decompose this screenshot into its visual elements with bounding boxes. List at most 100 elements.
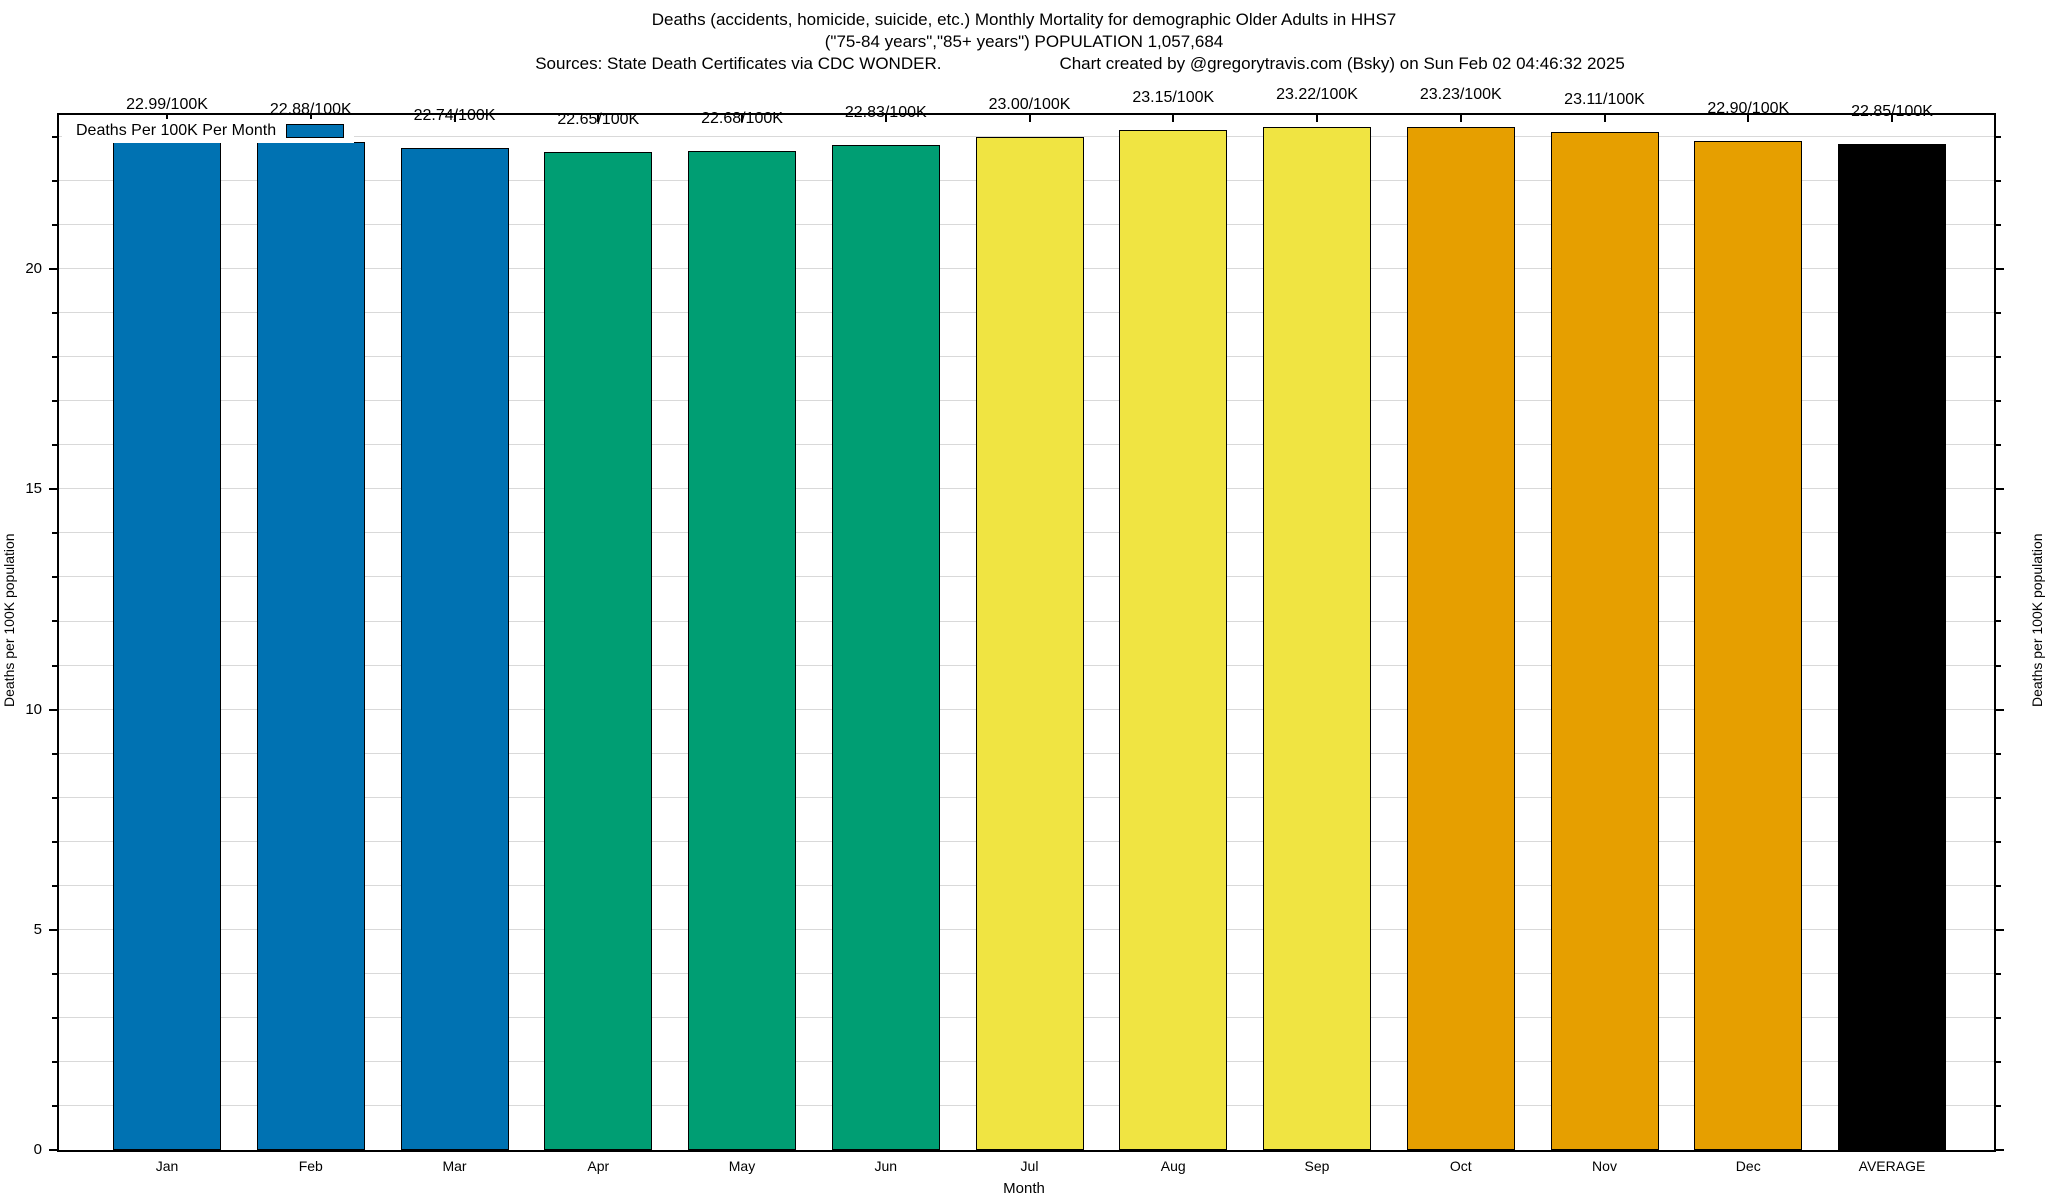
x-tick-label-average: AVERAGE — [1858, 1158, 1926, 1174]
bar-feb — [256, 142, 365, 1150]
gridline-y-23 — [59, 136, 1994, 138]
bar-may — [688, 151, 796, 1150]
bar-value-label-dec: 22.90/100K — [1707, 100, 1790, 118]
left-y-tick-17 — [52, 400, 57, 403]
right-y-tick-3 — [1996, 1016, 2001, 1019]
y-axis-title-right: Deaths per 100K population — [2029, 533, 2045, 707]
plot-area: Deaths Per 100K Per Month 22.99/100K 22.8… — [57, 86, 1996, 1152]
top-axis-tick-mar — [453, 115, 456, 122]
left-y-tick-23 — [52, 136, 57, 139]
top-axis-tick-aug — [1172, 115, 1175, 122]
right-y-tick-11 — [1996, 664, 2001, 667]
right-y-tick-17 — [1996, 400, 2001, 403]
left-y-tick-12 — [52, 620, 57, 623]
left-y-tick-15 — [49, 488, 57, 491]
right-y-tick-21 — [1996, 224, 2001, 227]
right-y-tick-14 — [1996, 532, 2001, 535]
right-y-tick-8 — [1996, 796, 2001, 799]
x-tick-label-jul: Jul — [1020, 1158, 1039, 1174]
x-tick-label-mar: Mar — [442, 1158, 467, 1174]
x-tick-label-dec: Dec — [1735, 1158, 1761, 1174]
right-y-tick-23 — [1996, 136, 2001, 139]
left-y-tick-0 — [49, 1149, 57, 1151]
top-axis-tick-may — [741, 115, 743, 122]
x-tick-label-nov: Nov — [1592, 1158, 1617, 1174]
x-tick-label-apr: Apr — [587, 1158, 610, 1174]
y-tick-label-15: 15 — [25, 480, 42, 498]
legend-label: Deaths Per 100K Per Month — [76, 122, 277, 139]
right-y-tick-2 — [1996, 1060, 2001, 1063]
right-y-tick-4 — [1996, 972, 2001, 975]
left-y-tick-2 — [52, 1060, 57, 1063]
top-axis-tick-jun — [884, 115, 887, 122]
bar-value-label-jun: 22.83/100K — [844, 103, 927, 121]
left-y-tick-5 — [49, 928, 57, 931]
y-tick-label-0: 0 — [33, 1141, 42, 1158]
right-y-tick-13 — [1996, 576, 2001, 579]
left-y-tick-7 — [52, 840, 57, 843]
right-y-tick-0 — [1996, 1149, 2004, 1151]
y-tick-label-5: 5 — [33, 920, 42, 938]
bar-sep — [1263, 127, 1371, 1150]
x-tick-label-oct: Oct — [1449, 1158, 1472, 1174]
left-y-tick-1 — [52, 1104, 57, 1107]
right-y-tick-18 — [1996, 356, 2001, 359]
chart-title-line1: Deaths (accidents, homicide, suicide, et… — [651, 10, 1397, 29]
top-axis-tick-sep — [1316, 115, 1318, 122]
top-axis-tick-nov — [1603, 115, 1606, 122]
source-note: Sources: State Death Certificates via CD… — [535, 54, 942, 73]
credit-note: Chart created by @gregorytravis.com (Bsk… — [1059, 54, 1625, 73]
bar-value-label-aug: 23.15/100K — [1132, 89, 1215, 107]
y-axis-title-left: Deaths per 100K population — [1, 533, 17, 707]
left-y-tick-11 — [52, 664, 57, 667]
bar-jan — [113, 137, 221, 1150]
bar-value-label-jul: 23.00/100K — [988, 96, 1071, 114]
x-tick-label-jun: Jun — [874, 1158, 898, 1174]
left-y-tick-6 — [52, 884, 57, 887]
bar-jul — [975, 137, 1084, 1150]
legend: Deaths Per 100K Per Month — [62, 119, 355, 143]
bar-value-label-sep: 23.22/100K — [1276, 86, 1358, 104]
right-y-tick-10 — [1996, 708, 2004, 711]
bar-dec — [1694, 141, 1803, 1150]
bar-value-label-apr: 22.65/100K — [557, 111, 640, 129]
left-y-tick-21 — [52, 224, 57, 227]
left-y-tick-20 — [49, 268, 57, 271]
x-tick-label-feb: Feb — [298, 1158, 323, 1174]
right-y-tick-20 — [1996, 268, 2004, 271]
chart-title-line2: ("75-84 years","85+ years") POPULATION 1… — [824, 32, 1224, 51]
left-y-tick-9 — [52, 752, 57, 755]
bar-apr — [544, 152, 653, 1150]
chart-title-line3: Sources: State Death Certificates via CD… — [56, 54, 2048, 74]
right-y-tick-16 — [1996, 444, 2001, 447]
bar-nov — [1550, 132, 1659, 1150]
y-tick-label-20: 20 — [25, 260, 42, 278]
x-tick-label-may: May — [728, 1158, 756, 1174]
bar-oct — [1406, 126, 1515, 1150]
top-axis-tick-apr — [597, 115, 600, 122]
y-tick-label-10: 10 — [25, 700, 42, 718]
right-y-tick-12 — [1996, 620, 2001, 623]
right-y-tick-6 — [1996, 884, 2001, 887]
bar-value-label-mar: 22.74/100K — [413, 107, 496, 125]
left-y-tick-4 — [52, 972, 57, 975]
bar-mar — [400, 148, 509, 1150]
left-y-tick-13 — [52, 576, 57, 579]
top-axis-tick-feb — [309, 115, 312, 122]
x-axis-title: Month — [1003, 1180, 1045, 1197]
x-tick-label-sep: Sep — [1304, 1158, 1330, 1174]
top-axis-tick-average — [1891, 115, 1893, 122]
left-y-tick-18 — [52, 356, 57, 359]
bar-average — [1838, 143, 1946, 1150]
left-y-tick-14 — [52, 532, 57, 535]
bar-value-label-oct: 23.23/100K — [1419, 85, 1502, 103]
right-y-tick-15 — [1996, 488, 2004, 491]
legend-swatch — [286, 124, 345, 138]
right-y-tick-19 — [1996, 312, 2001, 315]
right-y-tick-5 — [1996, 928, 2004, 931]
left-y-tick-19 — [52, 312, 57, 315]
top-axis-tick-dec — [1747, 115, 1750, 122]
bar-aug — [1119, 130, 1228, 1150]
top-axis-tick-jul — [1028, 115, 1031, 122]
right-y-tick-22 — [1996, 180, 2001, 183]
